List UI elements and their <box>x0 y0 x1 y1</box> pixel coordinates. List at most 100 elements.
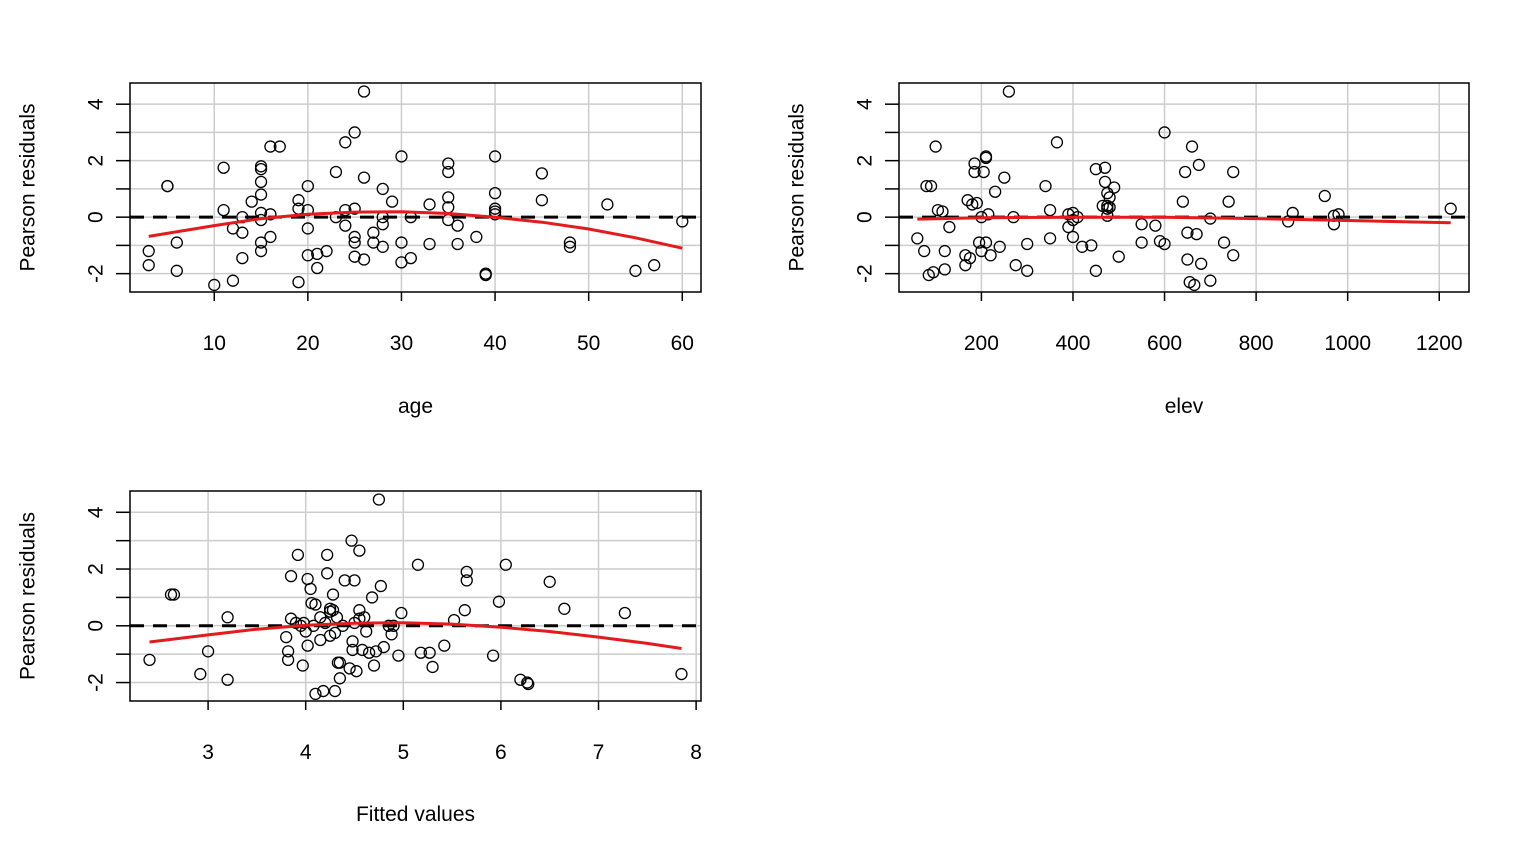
data-point <box>1176 195 1190 208</box>
y-tick-label: 0 <box>85 620 108 632</box>
data-point <box>451 219 464 232</box>
data-point <box>1195 257 1208 270</box>
data-point <box>414 646 428 659</box>
data-point <box>1021 264 1034 277</box>
data-point <box>301 179 315 193</box>
data-point <box>1103 191 1116 204</box>
data-point <box>563 240 577 253</box>
data-point <box>918 244 931 258</box>
data-point <box>1135 218 1148 231</box>
data-point <box>924 179 938 193</box>
data-point <box>492 595 506 608</box>
data-point <box>1066 230 1080 244</box>
data-point <box>470 230 483 244</box>
data-point <box>221 611 234 624</box>
data-point <box>142 259 155 272</box>
data-point <box>296 659 309 672</box>
data-point <box>377 640 390 654</box>
data-point <box>264 208 277 221</box>
data-point <box>309 687 322 701</box>
x-tick-label: 400 <box>1055 332 1090 355</box>
data-point <box>442 165 455 179</box>
smooth-curve <box>148 210 683 250</box>
y-tick-label: 4 <box>85 506 108 518</box>
data-point <box>280 630 293 644</box>
data-point <box>346 635 359 648</box>
y-tick-label: 2 <box>85 155 108 167</box>
data-point <box>374 579 387 593</box>
data-point <box>458 604 471 617</box>
data-point <box>1062 220 1075 234</box>
data-point <box>451 237 464 251</box>
data-point <box>339 203 352 217</box>
data-point <box>1039 179 1052 193</box>
plot-frame <box>129 82 702 293</box>
smooth-curve <box>149 621 682 650</box>
data-point <box>1108 181 1121 194</box>
data-point <box>972 236 986 249</box>
data-point <box>339 219 352 232</box>
data-point <box>1050 136 1064 149</box>
data-point <box>343 662 356 675</box>
y-axis-label: Pearson residuals <box>17 512 40 680</box>
data-point <box>943 220 956 234</box>
data-point <box>1444 202 1457 215</box>
data-point <box>968 165 981 179</box>
y-tick-label: 2 <box>854 155 877 167</box>
x-tick-label: 40 <box>483 332 506 355</box>
data-point <box>1190 227 1203 241</box>
data-point <box>236 226 249 239</box>
y-tick-label: -2 <box>854 264 877 283</box>
data-point <box>488 186 502 200</box>
data-point <box>558 602 571 615</box>
data-point <box>1204 274 1217 287</box>
data-point <box>521 676 534 689</box>
x-tick-label: 200 <box>964 332 999 355</box>
data-point <box>385 628 398 641</box>
data-point <box>392 649 405 662</box>
smooth-curve <box>917 215 1451 225</box>
panel-age: 10 20 30 40 50 60 -2 0 2 4 age Pearson residuals <box>17 82 702 418</box>
data-point <box>338 574 351 587</box>
data-point <box>221 673 234 686</box>
data-point <box>1181 253 1194 266</box>
panel-elev: 200 400 600 800 1000 1200 -2 0 2 4 elev Pearson res… <box>786 82 1470 418</box>
data-point <box>385 195 399 208</box>
data-point <box>301 639 314 652</box>
data-point <box>1103 201 1116 214</box>
data-point <box>357 85 371 98</box>
data-point <box>360 625 373 638</box>
data-point <box>194 667 207 681</box>
y-tick-label: -2 <box>85 673 108 692</box>
data-point <box>254 162 268 176</box>
data-point <box>1089 162 1103 176</box>
x-tick-label: 50 <box>577 332 600 355</box>
data-point <box>362 646 376 659</box>
data-point <box>1185 140 1199 153</box>
data-point <box>226 274 240 287</box>
data-point <box>367 659 381 672</box>
data-point <box>348 202 361 215</box>
data-point <box>236 251 249 265</box>
data-point <box>333 672 347 685</box>
data-point <box>911 232 924 245</box>
x-axis-label: elev <box>1165 395 1204 418</box>
data-point <box>442 191 455 204</box>
data-point <box>382 619 395 632</box>
data-point <box>1135 236 1148 249</box>
data-point <box>170 264 183 277</box>
data-point <box>345 534 358 547</box>
data-point <box>1043 232 1057 245</box>
data-point <box>423 646 436 659</box>
data-point <box>920 179 933 193</box>
data-point <box>264 230 277 244</box>
x-tick-label: 10 <box>203 332 226 355</box>
data-point <box>998 171 1011 184</box>
data-point <box>329 165 343 179</box>
data-point <box>376 218 389 231</box>
x-tick-label: 8 <box>690 741 702 764</box>
data-point <box>1043 203 1057 217</box>
data-point <box>350 665 363 678</box>
data-point <box>979 151 993 164</box>
data-point <box>404 251 417 265</box>
